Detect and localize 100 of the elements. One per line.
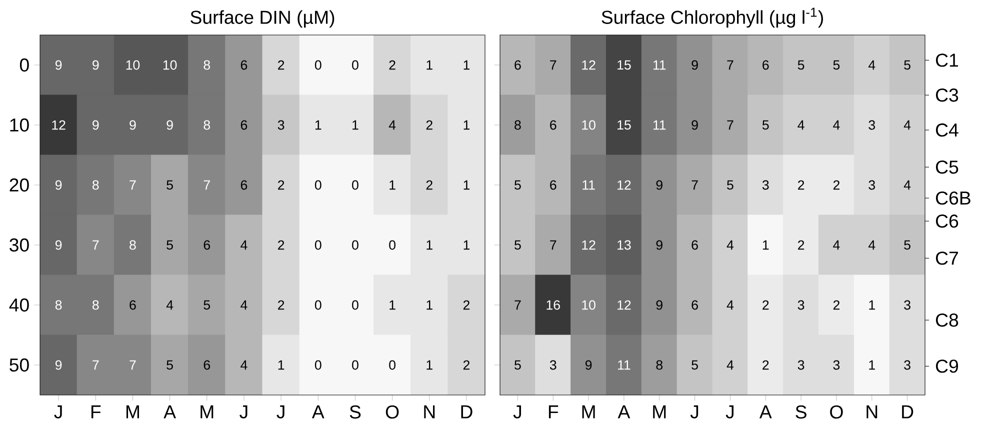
data-label: 5 bbox=[798, 60, 804, 70]
data-label: 7 bbox=[550, 240, 556, 250]
data-label: 2 bbox=[463, 360, 470, 370]
y-tick-label: 40 bbox=[9, 298, 29, 312]
data-label: 4 bbox=[833, 240, 840, 250]
x-tick-label: N bbox=[424, 405, 435, 418]
x-tick-label: O bbox=[830, 405, 843, 419]
data-label: 5 bbox=[514, 360, 521, 370]
x-tick-label: J bbox=[54, 405, 62, 418]
x-tick-label: M bbox=[653, 405, 666, 418]
data-label: 3 bbox=[904, 360, 910, 370]
data-label: 9 bbox=[55, 240, 62, 250]
text: C5 bbox=[936, 160, 958, 174]
data-label: 1 bbox=[762, 240, 769, 250]
data-label: 2 bbox=[278, 180, 284, 190]
data-label: 9 bbox=[92, 120, 99, 130]
data-label: 8 bbox=[514, 120, 521, 130]
data-label: 2 bbox=[389, 60, 396, 70]
data-label: 6 bbox=[240, 60, 248, 70]
chart-title: Surface DIN (µM) bbox=[190, 10, 334, 28]
x-tick-label: A bbox=[312, 405, 324, 418]
data-label: 7 bbox=[92, 360, 99, 370]
data-label: 9 bbox=[92, 60, 99, 70]
data-label: 7 bbox=[727, 60, 734, 70]
data-label: 9 bbox=[55, 180, 62, 190]
data-label: 5 bbox=[514, 180, 521, 190]
data-label: 0 bbox=[352, 300, 358, 310]
data-label: 9 bbox=[130, 120, 136, 130]
data-label: 8 bbox=[656, 360, 663, 370]
data-label: 12 bbox=[52, 120, 66, 130]
data-label: 2 bbox=[798, 180, 804, 190]
data-label: 2 bbox=[798, 240, 804, 250]
data-label: 4 bbox=[726, 360, 734, 370]
data-label: 1 bbox=[426, 60, 432, 70]
text: C6 bbox=[936, 214, 958, 228]
x-tick-label: A bbox=[618, 405, 630, 418]
data-label: 12 bbox=[582, 60, 596, 70]
data-label: 1 bbox=[390, 180, 396, 190]
text: C7 bbox=[936, 252, 958, 265]
data-label: 3 bbox=[798, 360, 804, 370]
data-label: 6 bbox=[692, 300, 698, 310]
data-label: 8 bbox=[204, 120, 210, 130]
data-label: 10 bbox=[163, 60, 177, 70]
text: C8 bbox=[936, 313, 958, 327]
data-label: 7 bbox=[130, 180, 136, 190]
data-label: 3 bbox=[550, 360, 556, 370]
data-label: 16 bbox=[546, 300, 560, 310]
y-tick-label: 10 bbox=[10, 118, 29, 132]
data-label: 0 bbox=[314, 60, 322, 70]
data-label: 6 bbox=[514, 60, 521, 70]
data-label: 11 bbox=[653, 60, 666, 70]
x-tick-label: J bbox=[513, 405, 521, 418]
data-label: 11 bbox=[618, 360, 630, 370]
data-label: 1 bbox=[426, 360, 432, 370]
data-label: 9 bbox=[656, 240, 662, 250]
data-label: 5 bbox=[166, 240, 173, 250]
data-label: 3 bbox=[833, 360, 840, 370]
data-label: 10 bbox=[126, 60, 140, 70]
data-label: 2 bbox=[833, 300, 840, 310]
x-tick-label: J bbox=[240, 405, 248, 418]
data-label: 6 bbox=[204, 360, 210, 370]
data-label: 12 bbox=[618, 300, 631, 310]
data-label: 8 bbox=[55, 300, 62, 310]
data-label: 4 bbox=[240, 360, 248, 370]
data-label: 7 bbox=[130, 360, 136, 370]
data-label: 3 bbox=[904, 300, 910, 310]
x-tick-label: J bbox=[276, 405, 284, 418]
text: C6B bbox=[936, 191, 970, 205]
x-tick-label: D bbox=[902, 405, 914, 418]
data-label: 4 bbox=[833, 120, 840, 130]
data-label: 9 bbox=[692, 60, 698, 70]
x-tick-label: D bbox=[461, 405, 472, 418]
chart-title: Surface Chlorophyll (µg l$^{-1}$) bbox=[602, 8, 823, 28]
data-label: 5 bbox=[204, 300, 210, 310]
data-label: 5 bbox=[514, 240, 521, 250]
data-label: 9 bbox=[55, 360, 62, 370]
data-label: 9 bbox=[692, 120, 698, 130]
data-label: 1 bbox=[278, 360, 284, 370]
data-label: 12 bbox=[618, 180, 631, 190]
data-label: 0 bbox=[389, 360, 396, 370]
data-label: 0 bbox=[389, 240, 396, 250]
data-label: 1 bbox=[352, 120, 358, 130]
data-label: 6 bbox=[240, 180, 248, 190]
data-label: 2 bbox=[426, 180, 432, 190]
data-label: 4 bbox=[798, 120, 804, 130]
data-label: 7 bbox=[550, 60, 556, 70]
data-label: 1 bbox=[426, 300, 432, 310]
text: C3 bbox=[936, 88, 958, 102]
data-label: 9 bbox=[656, 300, 662, 310]
data-label: 5 bbox=[904, 60, 910, 70]
data-label: 5 bbox=[727, 180, 734, 190]
data-label: 9 bbox=[55, 60, 62, 70]
data-label: 9 bbox=[656, 180, 662, 190]
data-label: 4 bbox=[726, 300, 734, 310]
data-label: 8 bbox=[92, 180, 99, 190]
data-label: 4 bbox=[904, 180, 911, 190]
x-tick-label: O bbox=[386, 405, 399, 419]
data-label: 10 bbox=[582, 120, 596, 130]
x-tick-label: M bbox=[582, 405, 595, 418]
data-label: 15 bbox=[618, 60, 631, 70]
